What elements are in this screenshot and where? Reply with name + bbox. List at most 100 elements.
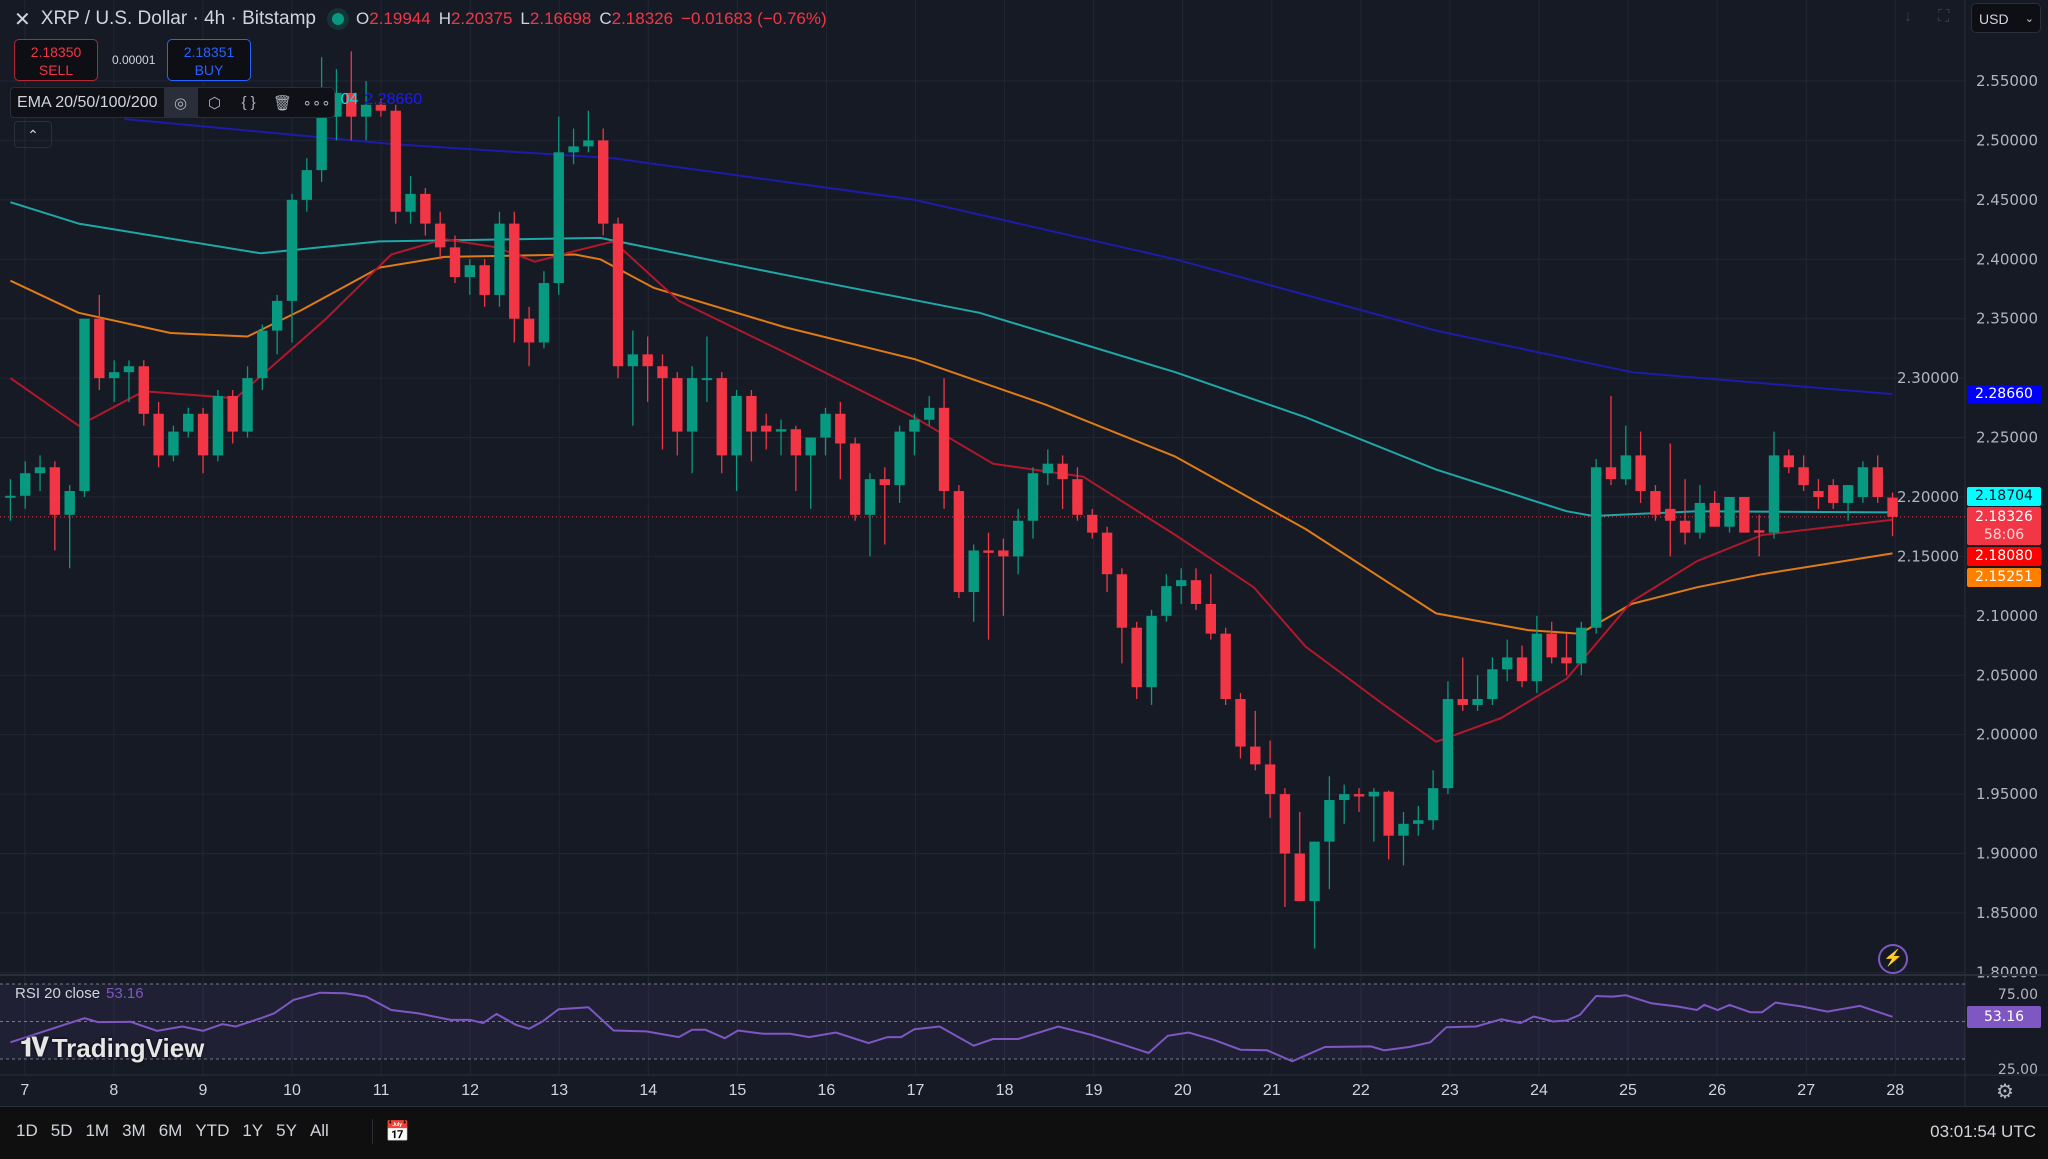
candle-up bbox=[864, 479, 876, 515]
range-1y[interactable]: 1Y bbox=[242, 1121, 264, 1140]
candle-down bbox=[998, 550, 1009, 557]
candle-up bbox=[1842, 485, 1854, 503]
candle-up bbox=[168, 431, 179, 456]
range-5d[interactable]: 5D bbox=[50, 1121, 73, 1140]
indicator-legend[interactable]: EMA 20/50/100/200 ◎ ⬡ { } 🗑 ∘∘∘ bbox=[10, 87, 335, 118]
range-5y[interactable]: 5Y bbox=[276, 1121, 297, 1140]
ohlc-open: O2.19944 bbox=[356, 9, 431, 29]
sell-label: SELL bbox=[38, 62, 74, 78]
candle-up bbox=[1309, 841, 1320, 902]
candle-up bbox=[1857, 467, 1869, 497]
high-label: H bbox=[438, 9, 451, 28]
lightning-icon[interactable]: ⚡ bbox=[1878, 944, 1908, 974]
range-ytd[interactable]: YTD bbox=[195, 1121, 230, 1140]
candle-down bbox=[449, 247, 461, 278]
settings-icon[interactable]: ⬡ bbox=[208, 94, 222, 112]
candle-down bbox=[1131, 627, 1142, 688]
ema20-badge: 2.18080 bbox=[1967, 547, 2041, 566]
buy-button[interactable]: 2.18351 BUY bbox=[167, 39, 251, 81]
range-1d[interactable]: 1D bbox=[16, 1121, 38, 1140]
rsi-label: RSI 20 close bbox=[15, 985, 101, 1002]
candle-up bbox=[1502, 657, 1513, 670]
ema100-legend-value: 04 bbox=[340, 91, 359, 108]
clock[interactable]: 03:01:54 UTC bbox=[1930, 1122, 2036, 1141]
ema200-legend-value: 2.28660 bbox=[364, 91, 423, 108]
candle-down bbox=[1887, 497, 1898, 517]
sell-button[interactable]: 2.18350 SELL bbox=[14, 39, 98, 81]
range-1m[interactable]: 1M bbox=[85, 1121, 110, 1140]
rsi-tick-label: 25.00 bbox=[1998, 1062, 2038, 1078]
candle-down bbox=[49, 467, 61, 515]
candle-up bbox=[1161, 586, 1172, 616]
date-tick-label: 12 bbox=[461, 1082, 479, 1099]
gear-icon[interactable]: ⚙ bbox=[1996, 1081, 2014, 1103]
range-3m[interactable]: 3M bbox=[122, 1121, 146, 1140]
candle-up bbox=[331, 92, 342, 117]
rsi-legend[interactable]: RSI 20 close 53.16 bbox=[15, 985, 144, 1002]
date-tick-label: 20 bbox=[1174, 1082, 1192, 1099]
date-tick-label: 9 bbox=[198, 1082, 207, 1099]
bottom-toolbar: 1D 5D 1M 3M 6M YTD 1Y 5Y All 📅 03:01:54 UTC bbox=[0, 1106, 2048, 1159]
candle-down bbox=[1516, 657, 1528, 682]
date-tick-label: 15 bbox=[728, 1082, 746, 1099]
price-tick-label: 1.90000 bbox=[1976, 845, 2038, 863]
candle-down bbox=[1116, 574, 1128, 628]
ohlc-low: L2.16698 bbox=[520, 9, 591, 29]
source-code-icon[interactable]: { } bbox=[241, 94, 256, 111]
open-value: 2.19944 bbox=[369, 9, 431, 28]
more-icon[interactable]: ∘∘∘ bbox=[302, 94, 331, 112]
candle-down bbox=[1783, 455, 1794, 468]
candle-down bbox=[1679, 520, 1691, 533]
date-tick-label: 18 bbox=[996, 1082, 1014, 1099]
candle-up bbox=[553, 152, 564, 284]
candle-up bbox=[894, 431, 905, 486]
candle-down bbox=[1561, 657, 1572, 664]
candle-down bbox=[138, 366, 149, 414]
candle-down bbox=[672, 378, 683, 432]
calendar-goto-icon[interactable]: 📅 bbox=[372, 1119, 410, 1144]
indicator-name: EMA 20/50/100/200 bbox=[17, 93, 158, 111]
candle-up bbox=[1398, 823, 1409, 836]
price-tick-label: 2.05000 bbox=[1976, 666, 2038, 684]
candle-up bbox=[212, 395, 224, 456]
candle-down bbox=[227, 395, 238, 432]
close-icon[interactable]: ✕ bbox=[14, 8, 31, 31]
collapse-legend-button[interactable]: ⌃ bbox=[14, 121, 52, 148]
sell-price: 2.18350 bbox=[30, 44, 82, 60]
candle-down bbox=[1190, 580, 1202, 604]
candle-up bbox=[405, 193, 416, 212]
candle-down bbox=[94, 318, 105, 379]
low-label: L bbox=[520, 9, 530, 28]
candle-down bbox=[479, 265, 490, 295]
candle-down bbox=[1353, 794, 1365, 797]
candle-up bbox=[1724, 496, 1735, 527]
range-all[interactable]: All bbox=[309, 1121, 329, 1140]
date-tick-label: 21 bbox=[1263, 1082, 1281, 1099]
candle-down bbox=[434, 223, 446, 248]
currency-select[interactable]: USD ⌄ bbox=[1971, 3, 2041, 33]
tradingview-logo[interactable]: 𝟏𝐕 TradingView bbox=[20, 1032, 204, 1064]
fullscreen-icon[interactable]: ⛶ bbox=[1938, 8, 1950, 25]
price-tick-label: 2.15000 bbox=[1897, 547, 1959, 565]
date-tick-label: 25 bbox=[1619, 1082, 1637, 1099]
candle-up bbox=[79, 318, 90, 492]
trash-icon[interactable]: 🗑 bbox=[273, 94, 293, 112]
range-6m[interactable]: 6M bbox=[158, 1121, 183, 1140]
bar-countdown: 58:06 bbox=[1983, 527, 2025, 543]
price-tick-label: 1.80000 bbox=[1976, 963, 2038, 981]
download-icon[interactable]: ↓ bbox=[1904, 8, 1912, 25]
eye-icon[interactable]: ◎ bbox=[163, 88, 198, 117]
candle-up bbox=[1368, 791, 1380, 797]
date-tick-label: 17 bbox=[907, 1082, 925, 1099]
symbol-header: ✕ XRP / U.S. Dollar · 4h · Bitstamp O2.1… bbox=[14, 4, 835, 34]
candle-up bbox=[909, 419, 920, 432]
spread-value: 0.00001 bbox=[112, 53, 156, 67]
candle-down bbox=[938, 407, 950, 492]
date-tick-label: 26 bbox=[1708, 1082, 1726, 1099]
symbol-title[interactable]: XRP / U.S. Dollar · 4h · Bitstamp bbox=[40, 8, 316, 29]
rsi-value-badge: 53.16 bbox=[1967, 1006, 2041, 1028]
candle-down bbox=[375, 104, 387, 111]
candle-down bbox=[1665, 508, 1676, 521]
candle-down bbox=[197, 413, 209, 456]
